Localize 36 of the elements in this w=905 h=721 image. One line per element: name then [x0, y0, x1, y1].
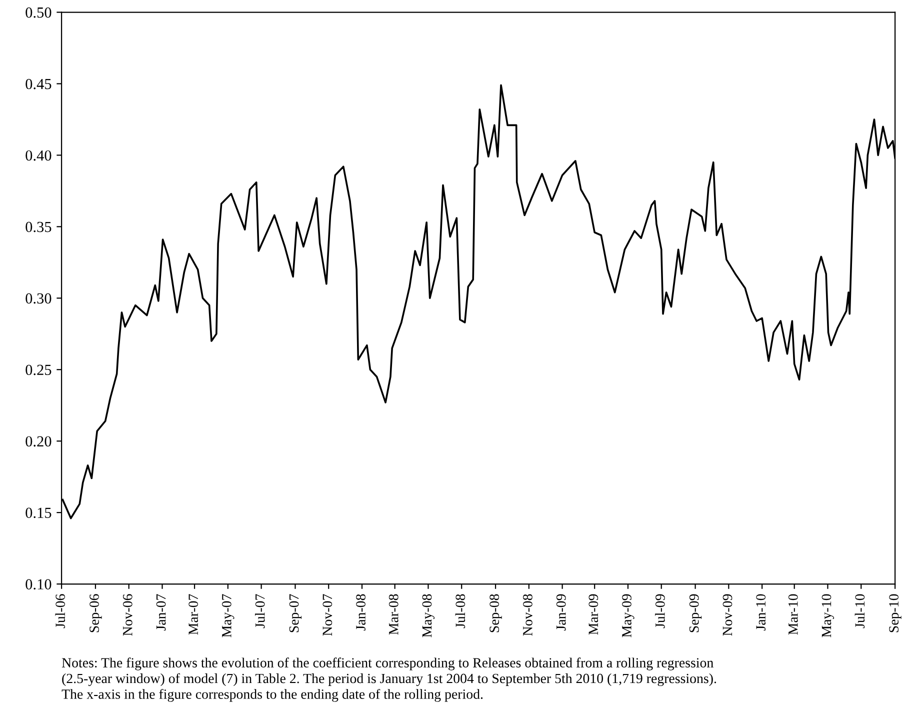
y-tick-label: 0.35	[26, 222, 52, 232]
x-tick-label: Mar-07	[188, 594, 198, 635]
y-tick-label: 0.45	[26, 78, 52, 90]
x-tick-label: Jul-07	[255, 594, 265, 628]
y-tick-label: 0.25	[26, 364, 52, 376]
y-tick-label: 0.50	[26, 7, 52, 18]
x-tick-label: May-07	[222, 594, 234, 638]
x-tick-label: Jan-07	[156, 594, 166, 630]
x-tick-label: Mar-08	[388, 594, 398, 635]
x-tick-label: Sep-09	[689, 594, 702, 632]
x-tick-label: Jul-10	[854, 594, 865, 628]
x-tick-label: May-09	[622, 594, 634, 638]
x-tick-label: Nov-07	[322, 594, 332, 636]
text: Notes: The figure shows the evolution of the coefficient corresponding to Releases obtained from a rolling regression (2.5-year window) of model (7) in Table 2. The period is January 1st 2004 to September 5th 2010 (1,719 regressions). The x-axis in the figure corresponds to the ending date of the rolling period.	[62, 658, 716, 702]
x-tick-label: May-10	[822, 594, 834, 638]
x-tick-label: Mar-09	[588, 594, 598, 635]
x-tick-label: Sep-10	[889, 594, 902, 632]
x-tick-label: Nov-06	[122, 594, 132, 636]
y-tick-label: 0.20	[26, 436, 52, 447]
y-tick-label: 0.10	[26, 579, 52, 590]
x-tick-label: Nov-08	[523, 594, 532, 636]
y-tick-label: 0.40	[26, 150, 52, 161]
x-tick-label: Sep-07	[289, 594, 302, 632]
x-tick-label: Jul-09	[655, 594, 665, 628]
x-tick-label: Jan-09	[556, 594, 566, 630]
x-tick-label: Mar-10	[788, 594, 798, 635]
y-tick-label: 0.15	[26, 508, 52, 518]
x-tick-label: Jan-08	[356, 594, 366, 630]
x-tick-label: May-08	[422, 594, 435, 638]
x-tick-label: Jan-10	[756, 594, 766, 630]
y-tick-label: 0.30	[26, 293, 52, 304]
x-tick-label: Sep-06	[90, 594, 102, 632]
x-tick-label: Sep-08	[490, 594, 502, 632]
x-tick-label: Jul-06	[55, 594, 66, 628]
x-tick-label: Jul-08	[455, 594, 466, 628]
x-tick-label: Nov-09	[722, 594, 732, 636]
